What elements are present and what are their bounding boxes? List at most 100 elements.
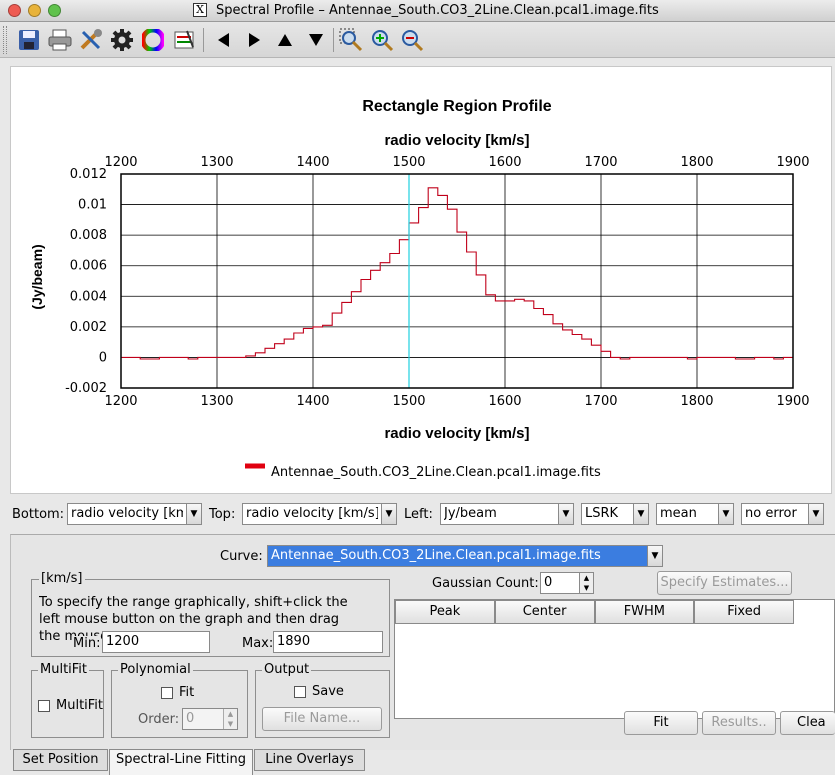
left-axis-label-text: Left:: [404, 507, 433, 522]
zoom-window-button[interactable]: [48, 4, 61, 17]
top-x-tick-label: 1900: [776, 155, 809, 170]
bottom-x-tick-label: 1600: [488, 394, 521, 409]
zoom-in-icon[interactable]: [368, 26, 396, 54]
tools-icon[interactable]: [77, 26, 105, 54]
order-label: Order:: [138, 712, 180, 727]
min-label: Min:: [73, 636, 101, 651]
window-title: Spectral Profile – Antennae_South.CO3_2L…: [216, 3, 659, 18]
grid: [120, 173, 794, 389]
top-axis-label: radio velocity [km/s]: [384, 132, 529, 149]
toolbar: [0, 22, 835, 58]
arrow-up-icon[interactable]: [271, 26, 299, 54]
zoom-out-icon[interactable]: [398, 26, 426, 54]
tab-set-position[interactable]: Set Position: [13, 749, 108, 771]
chevron-down-icon: ▼: [381, 504, 396, 524]
toolbar-handle[interactable]: [3, 26, 7, 54]
multifit-checkbox[interactable]: [38, 700, 50, 712]
range-group-title: [km/s]: [39, 571, 85, 586]
results-button[interactable]: Results..: [702, 711, 776, 735]
arrow-left-icon[interactable]: [210, 26, 238, 54]
polynomial-fit-checkbox[interactable]: [161, 687, 173, 699]
y-axis-label: (Jy/beam): [29, 244, 45, 309]
plot-canvas[interactable]: Rectangle Region Profile radio velocity …: [11, 67, 831, 493]
save-checkbox-label: Save: [312, 684, 344, 699]
top-axis-label-text: Top:: [209, 507, 236, 522]
y-tick-label: 0.002: [70, 320, 107, 335]
legend-icon[interactable]: [170, 26, 198, 54]
top-x-tick-label: 1300: [200, 155, 233, 170]
bottom-x-tick-label: 1200: [104, 394, 137, 409]
top-axis-select[interactable]: radio velocity [km/s] ▼: [242, 503, 397, 525]
bottom-x-tick-label: 1500: [392, 394, 425, 409]
y-tick-label: 0.004: [70, 289, 107, 304]
fit-button[interactable]: Fit: [624, 711, 698, 735]
column-header-peak[interactable]: Peak: [395, 600, 495, 624]
color-wheel-icon[interactable]: [139, 26, 167, 54]
bottom-axis-select[interactable]: radio velocity [km/▼: [67, 503, 202, 525]
y-tick-label: 0: [99, 350, 107, 365]
arrow-down-icon[interactable]: [302, 26, 330, 54]
chevron-down-icon: ▼: [633, 504, 648, 524]
y-tick-label: 0.012: [70, 167, 107, 182]
toolbar-separator: [203, 28, 204, 52]
column-header-fwhm[interactable]: FWHM: [594, 600, 695, 624]
file-name-button[interactable]: File Name...: [262, 707, 382, 731]
y-tick-label: 0.006: [70, 259, 107, 274]
y-tick-label: -0.002: [65, 381, 107, 396]
save-icon[interactable]: [15, 26, 43, 54]
top-x-tick-label: 1800: [680, 155, 713, 170]
statistic-select[interactable]: mean ▼: [656, 503, 734, 525]
polynomial-fit-label: Fit: [179, 685, 195, 700]
order-spinner[interactable]: 0 ▲ ▼: [182, 708, 238, 730]
bottom-axis-label-text: Bottom:: [12, 507, 65, 522]
zoom-box-icon[interactable]: [337, 26, 365, 54]
top-x-tick-label: 1200: [104, 155, 137, 170]
column-header-center[interactable]: Center: [494, 600, 595, 624]
left-axis-select[interactable]: Jy/beam ▼: [440, 503, 574, 525]
title-bar: X Spectral Profile – Antennae_South.CO3_…: [0, 0, 835, 22]
tab-spectral-line-fitting[interactable]: Spectral-Line Fitting: [109, 749, 253, 775]
gaussian-table-header: Peak Center FWHM Fixed: [395, 600, 794, 624]
close-window-button[interactable]: [8, 4, 21, 17]
y-tick-label: 0.008: [70, 228, 107, 243]
error-select[interactable]: no error ▼: [741, 503, 824, 525]
bottom-axis-label: radio velocity [km/s]: [384, 425, 529, 442]
save-checkbox[interactable]: [294, 686, 306, 698]
curve-label: Curve:: [220, 549, 263, 564]
top-x-tick-label: 1500: [392, 155, 425, 170]
output-group: [255, 670, 390, 738]
specify-estimates-button[interactable]: Specify Estimates...: [657, 571, 792, 595]
spectrum-series-line: [121, 187, 793, 360]
legend-entry: Antennae_South.CO3_2Line.Clean.pcal1.ima…: [271, 465, 601, 480]
gaussian-count-label: Gaussian Count:: [432, 576, 539, 591]
gear-icon[interactable]: [108, 26, 136, 54]
range-group: [31, 579, 390, 657]
axis-ticks: 1200 1200 1300 1300 1400 1400 1500 1500 1600 1600…: [65, 155, 809, 409]
minimize-window-button[interactable]: [28, 4, 41, 17]
frame-select[interactable]: LSRK ▼: [581, 503, 649, 525]
polynomial-group-title: Polynomial: [118, 662, 193, 677]
gaussian-count-spinner[interactable]: 0 ▲ ▼: [540, 572, 594, 594]
chevron-down-icon: ▼: [808, 504, 823, 524]
multifit-group-title: MultiFit: [38, 662, 90, 677]
clear-button[interactable]: Clea: [780, 711, 835, 735]
column-header-fixed[interactable]: Fixed: [694, 600, 794, 624]
max-field[interactable]: 1890: [273, 631, 383, 653]
plot-frame: [120, 173, 794, 389]
output-group-title: Output: [262, 662, 312, 677]
bottom-x-tick-label: 1400: [296, 394, 329, 409]
chevron-down-icon: ▼: [558, 504, 573, 524]
toolbar-separator: [333, 28, 334, 52]
chevron-down-icon: ▼: [718, 504, 733, 524]
top-x-tick-label: 1700: [584, 155, 617, 170]
print-icon[interactable]: [46, 26, 74, 54]
tab-line-overlays[interactable]: Line Overlays: [254, 749, 365, 771]
curve-select[interactable]: Antennae_South.CO3_2Line.Clean.pcal1.ima…: [267, 545, 663, 567]
top-x-tick-label: 1400: [296, 155, 329, 170]
chevron-down-icon: ▼: [647, 546, 662, 566]
y-tick-label: 0.01: [78, 198, 107, 213]
min-field[interactable]: 1200: [102, 631, 210, 653]
arrow-right-icon[interactable]: [240, 26, 268, 54]
chart-title: Rectangle Region Profile: [362, 98, 551, 115]
spectral-profile-plot[interactable]: Rectangle Region Profile radio velocity …: [10, 66, 832, 494]
